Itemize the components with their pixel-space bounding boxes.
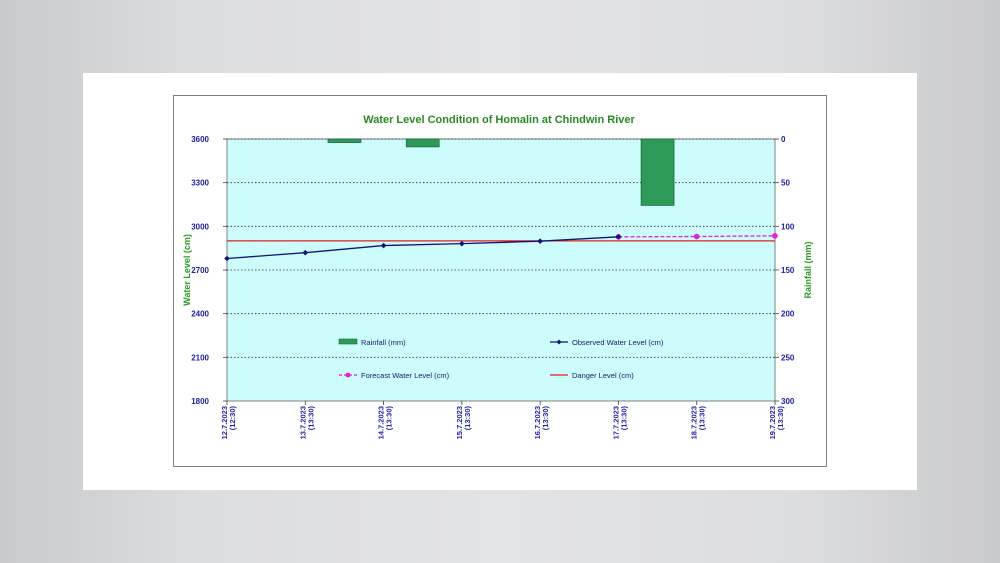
x-tick-date: 17.7.2023 — [611, 406, 620, 439]
observed-water-level-point — [615, 234, 622, 240]
y-left-tick-label: 2100 — [191, 353, 209, 362]
observed-water-level-line — [226, 236, 619, 260]
observed-water-level-point — [380, 242, 387, 249]
x-tick-label: 19.7.2023(13:30) — [768, 406, 785, 440]
axes: 1800 2100 2400 2700 3000 3300 3600 0 50 100 150 200… — [191, 135, 795, 439]
y-right-tick-label: 50 — [781, 179, 790, 188]
y-left-tick-label: 2400 — [191, 310, 209, 319]
legend-label: Forecast Water Level (cm) — [361, 371, 450, 380]
forecast-water-level-point — [693, 233, 700, 240]
x-tick-date: 18.7.2023 — [690, 406, 699, 439]
water-level-chart: Water Level Condition of Homalin at Chin… — [182, 114, 813, 439]
x-tick-label: 12.7.2023(12:30) — [220, 406, 237, 440]
legend-swatch-rainfall — [338, 338, 358, 345]
x-tick-label: 14.7.2023(13:30) — [377, 406, 394, 440]
y-right-tick-label: 100 — [781, 222, 795, 231]
x-tick-date: 16.7.2023 — [533, 406, 542, 439]
rainfall-bar — [405, 138, 440, 148]
chart-frame: Water Level Condition of Homalin at Chin… — [173, 95, 827, 467]
gridlines — [227, 138, 775, 358]
y-left-tick-label: 1800 — [191, 397, 209, 406]
legend-label: Rainfall (mm) — [361, 338, 406, 347]
legend-marker-observed — [556, 339, 562, 345]
legend: Rainfall (mm) Observed Water Level (cm) Fo… — [338, 338, 664, 380]
y-axis-right-label: Rainfall (mm) — [803, 241, 813, 298]
forecast-water-level-point — [772, 232, 778, 239]
x-tick-time: (13:30) — [698, 406, 707, 431]
y-left-tick-label: 3300 — [191, 179, 209, 188]
legend-label: Danger Level (cm) — [572, 371, 634, 380]
x-tick-time: (13:30) — [306, 406, 315, 431]
y-right-tick-label: 200 — [781, 310, 795, 319]
x-tick-time: (13:30) — [619, 406, 628, 431]
x-tick-date: 13.7.2023 — [298, 406, 307, 439]
x-tick-time: (13:30) — [541, 406, 550, 431]
y-right-tick-label: 250 — [781, 353, 795, 362]
x-tick-label: 16.7.2023(13:30) — [533, 406, 550, 440]
x-tick-label: 13.7.2023(13:30) — [298, 406, 315, 440]
legend-marker-forecast — [345, 372, 351, 378]
y-left-tick-label: 2700 — [191, 266, 209, 275]
rainfall-bars — [327, 138, 675, 206]
x-tick-date: 12.7.2023 — [220, 406, 229, 439]
observed-water-level-point — [537, 238, 543, 244]
y-axis-left-label: Water Level (cm) — [182, 234, 192, 306]
y-left-tick-label: 3600 — [191, 135, 209, 144]
x-tick-date: 19.7.2023 — [768, 406, 777, 439]
x-tick-date: 14.7.2023 — [377, 406, 386, 439]
x-tick-label: 15.7.2023(13:30) — [455, 406, 472, 440]
y-left-tick-label: 3000 — [191, 222, 209, 231]
observed-water-level-point — [302, 249, 309, 256]
y-right-tick-label: 0 — [781, 135, 786, 144]
observed-water-level-point — [224, 255, 230, 262]
observed-water-level-point — [459, 240, 465, 247]
water-level-lines — [224, 232, 778, 262]
x-tick-time: (13:30) — [463, 406, 472, 431]
chart-title: Water Level Condition of Homalin at Chin… — [363, 114, 635, 126]
x-tick-time: (13:30) — [385, 406, 394, 431]
x-tick-time: (13:30) — [776, 406, 785, 431]
rainfall-bar — [327, 138, 362, 143]
x-tick-label: 17.7.2023(13:30) — [611, 406, 628, 440]
x-tick-label: 18.7.2023(13:30) — [690, 406, 707, 440]
legend-label: Observed Water Level (cm) — [572, 338, 664, 347]
rainfall-bar — [640, 138, 675, 206]
chart-card: Water Level Condition of Homalin at Chin… — [83, 73, 917, 490]
x-tick-time: (12:30) — [228, 406, 237, 431]
y-right-tick-label: 150 — [781, 266, 795, 275]
x-tick-date: 15.7.2023 — [455, 406, 464, 439]
y-right-tick-label: 300 — [781, 397, 795, 406]
